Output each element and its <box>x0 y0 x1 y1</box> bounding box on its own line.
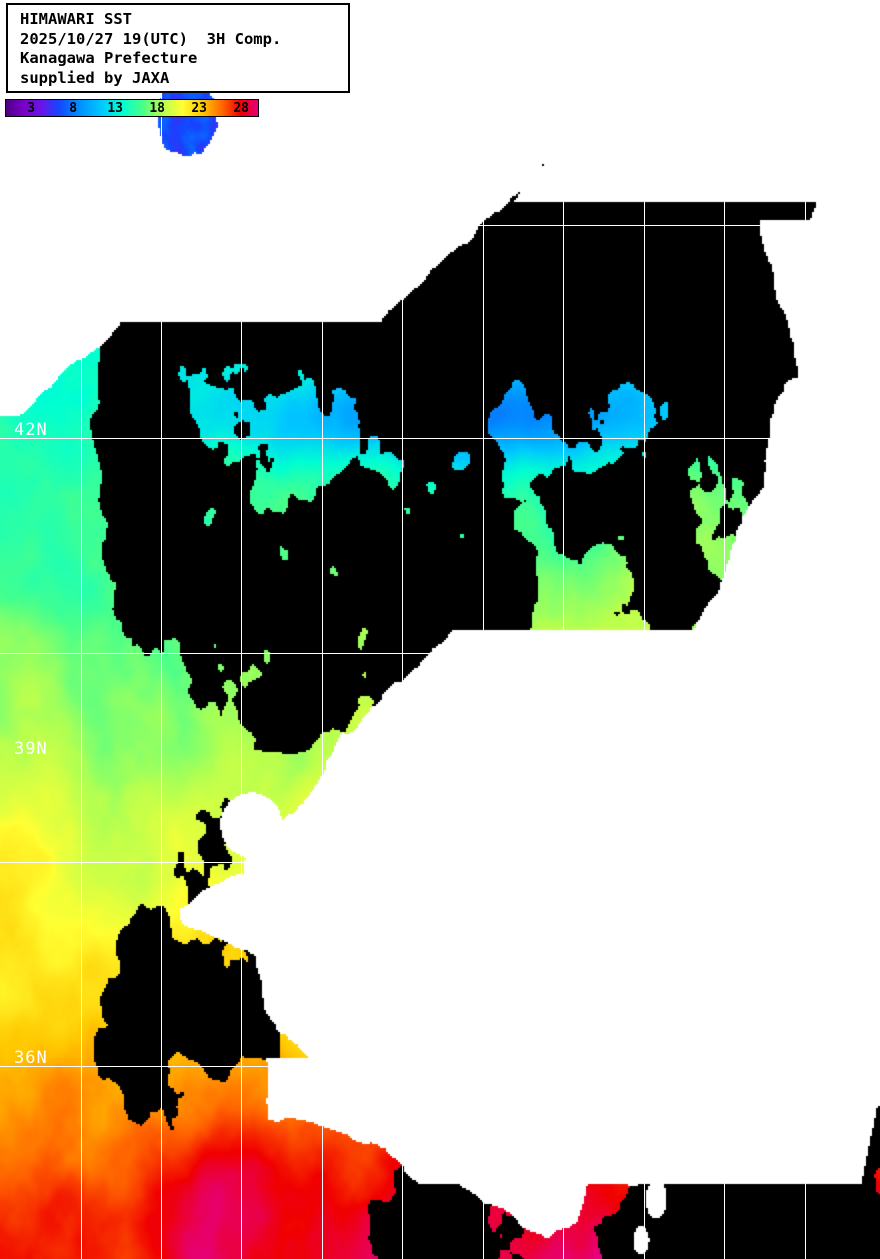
title-line-supplier: supplied by JAXA <box>20 68 170 87</box>
colorbar-gradient <box>6 100 258 116</box>
title-line-product: HIMAWARI SST <box>20 10 132 28</box>
sst-colorbar: 3 8 13 18 23 28 <box>5 99 259 117</box>
title-line-provider-region: Kanagawa Prefecture <box>20 49 198 67</box>
title-box: HIMAWARI SST 2025/10/27 19(UTC) 3H Comp.… <box>6 3 350 93</box>
title-line-datetime: 2025/10/27 19(UTC) 3H Comp. <box>20 29 282 48</box>
